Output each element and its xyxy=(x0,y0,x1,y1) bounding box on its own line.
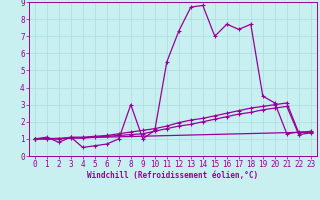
X-axis label: Windchill (Refroidissement éolien,°C): Windchill (Refroidissement éolien,°C) xyxy=(87,171,258,180)
